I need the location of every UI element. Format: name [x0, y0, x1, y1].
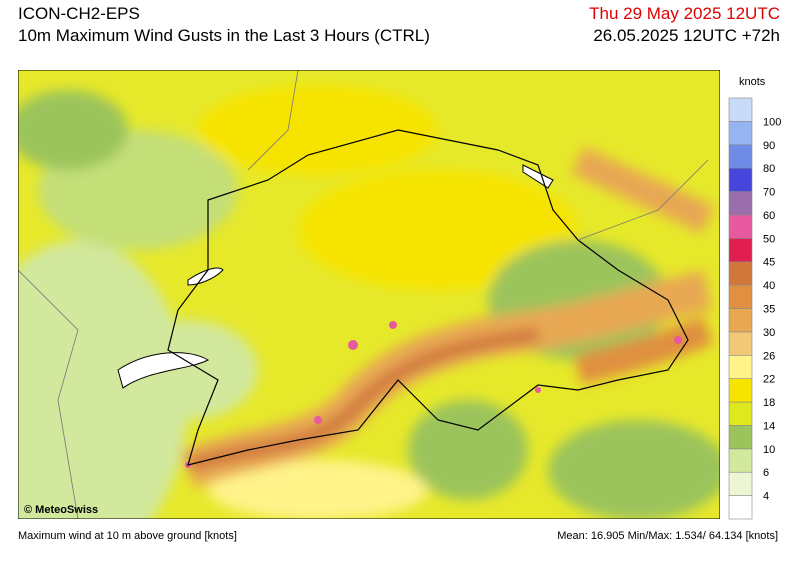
legend-swatch	[728, 425, 753, 450]
legend-swatch	[728, 97, 753, 122]
legend-label: 70	[763, 187, 775, 199]
valid-time: Thu 29 May 2025 12UTC	[589, 4, 780, 23]
country-border	[167, 129, 689, 466]
legend-label: 4	[763, 491, 769, 503]
legend-swatch	[728, 261, 753, 286]
legend-swatch	[728, 308, 753, 333]
legend-label: 60	[763, 210, 775, 222]
legend-swatch	[728, 378, 753, 403]
legend-label: 90	[763, 140, 775, 152]
legend: knots 4 6 10 14 18 22 26 30 35 40 45 50 60 70 80 90 100	[728, 76, 781, 520]
legend-label: 10	[763, 444, 775, 456]
map: © MeteoSwiss	[18, 70, 720, 519]
model-name: ICON-CH2-EPS	[18, 4, 140, 23]
legend-swatch	[728, 354, 753, 379]
legend-swatch	[728, 471, 753, 496]
legend-label: 35	[763, 304, 775, 316]
legend-label: 80	[763, 163, 775, 175]
map-title: 10m Maximum Wind Gusts in the Last 3 Hou…	[18, 26, 430, 45]
region-borders	[18, 70, 709, 519]
lakes	[117, 164, 554, 389]
legend-label: 22	[763, 374, 775, 386]
legend-swatch	[728, 214, 753, 239]
footer-description: Maximum wind at 10 m above ground [knots…	[18, 530, 237, 542]
wind-field	[18, 85, 720, 519]
legend-swatch	[728, 167, 753, 192]
legend-swatch	[728, 331, 753, 356]
legend-label: 30	[763, 327, 775, 339]
legend-label: 50	[763, 233, 775, 245]
legend-label: 14	[763, 420, 775, 432]
legend-swatch	[728, 238, 753, 263]
legend-unit: knots	[739, 76, 766, 88]
legend-swatch	[728, 121, 753, 146]
legend-swatch	[728, 191, 753, 216]
legend-label: 18	[763, 397, 775, 409]
legend-swatch	[728, 144, 753, 169]
legend-label: 6	[763, 467, 769, 479]
run-time: 26.05.2025 12UTC +72h	[593, 26, 780, 45]
legend-label: 26	[763, 350, 775, 362]
legend-swatch	[728, 284, 753, 309]
legend-swatch	[728, 495, 753, 520]
legend-label: 100	[763, 116, 781, 128]
legend-label: 40	[763, 280, 775, 292]
legend-label: 45	[763, 257, 775, 269]
legend-swatch	[728, 401, 753, 426]
legend-swatch	[728, 448, 753, 473]
footer-stats: Mean: 16.905 Min/Max: 1.534/ 64.134 [kno…	[557, 530, 778, 542]
copyright: © MeteoSwiss	[24, 504, 98, 516]
